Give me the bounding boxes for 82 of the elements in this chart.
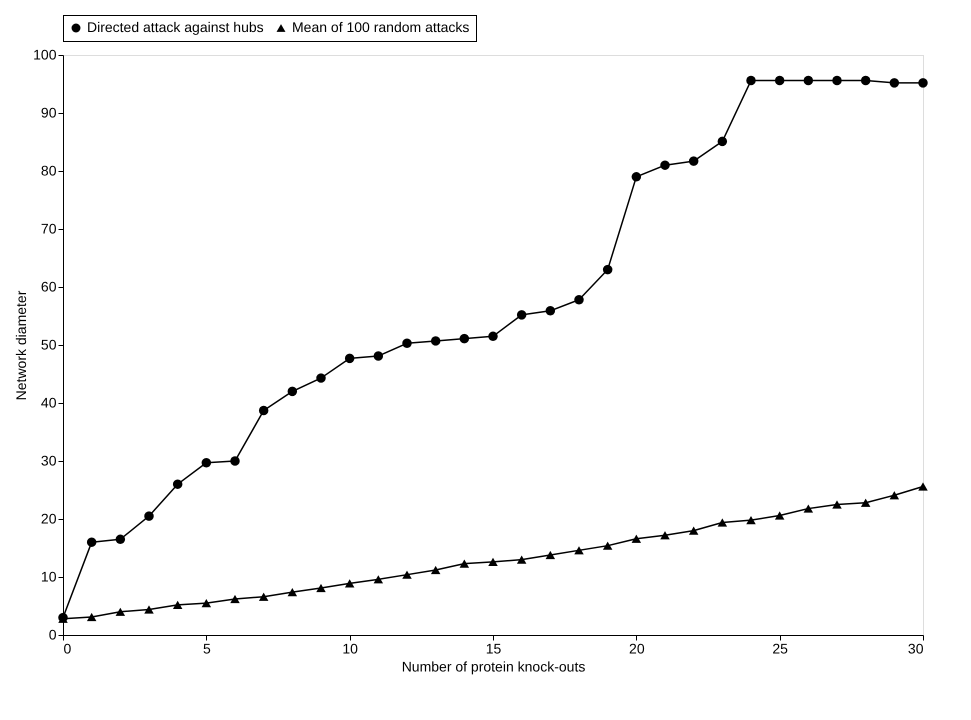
point xyxy=(602,264,612,274)
point xyxy=(374,575,384,584)
point xyxy=(344,354,354,364)
x-tick-label: 10 xyxy=(342,640,358,656)
point xyxy=(860,76,870,86)
point xyxy=(632,534,642,543)
y-tick-label: 40 xyxy=(40,394,57,410)
point xyxy=(374,351,384,361)
point xyxy=(918,78,928,88)
point xyxy=(746,76,756,86)
point xyxy=(402,338,412,348)
point xyxy=(832,500,842,509)
point xyxy=(660,531,670,540)
point xyxy=(402,570,412,579)
y-axis-title: Network diameter xyxy=(13,290,30,400)
point xyxy=(890,78,900,88)
point xyxy=(230,456,240,466)
point xyxy=(116,608,126,616)
point xyxy=(258,406,268,416)
point xyxy=(774,76,784,86)
point xyxy=(86,537,96,547)
point xyxy=(316,373,326,383)
point xyxy=(832,76,842,86)
y-tick-label: 30 xyxy=(40,452,57,468)
point xyxy=(632,172,642,182)
point xyxy=(430,336,440,346)
point xyxy=(546,306,556,316)
legend-label: Mean of 100 random attacks xyxy=(292,19,470,35)
point xyxy=(574,546,584,554)
point xyxy=(344,579,354,588)
x-tick-label: 15 xyxy=(486,640,502,656)
y-tick-label: 50 xyxy=(40,336,57,352)
y-tick-label: 20 xyxy=(40,510,57,526)
point xyxy=(230,594,240,604)
point xyxy=(602,542,612,550)
point xyxy=(202,458,212,468)
x-tick-label: 20 xyxy=(629,640,645,656)
point xyxy=(316,584,326,592)
point xyxy=(144,511,154,521)
legend-label: Directed attack against hubs xyxy=(87,19,264,35)
point xyxy=(202,598,212,608)
point xyxy=(718,518,728,527)
x-tick-label: 30 xyxy=(908,640,924,656)
y-tick-label: 90 xyxy=(40,104,57,120)
point xyxy=(546,550,556,560)
point xyxy=(288,386,298,396)
point xyxy=(172,600,182,609)
point xyxy=(516,555,526,564)
point xyxy=(172,479,182,489)
point xyxy=(430,566,440,574)
y-tick-label: 60 xyxy=(40,278,57,294)
point xyxy=(288,588,298,596)
y-tick-label: 100 xyxy=(33,46,57,62)
point xyxy=(258,592,268,601)
point xyxy=(746,516,756,524)
point xyxy=(460,334,470,344)
point xyxy=(890,491,900,500)
point xyxy=(918,482,928,491)
point xyxy=(718,136,728,146)
x-axis-title: Number of protein knock-outs xyxy=(402,658,586,674)
point xyxy=(688,156,698,166)
y-tick-label: 80 xyxy=(40,162,57,178)
point xyxy=(860,498,870,507)
point xyxy=(688,526,698,535)
point xyxy=(660,160,670,170)
y-tick-label: 70 xyxy=(40,220,57,236)
point xyxy=(804,504,814,513)
point xyxy=(144,605,154,614)
point xyxy=(488,332,498,342)
y-tick-label: 10 xyxy=(40,568,57,584)
point xyxy=(574,295,584,304)
point xyxy=(116,534,126,544)
x-tick-label: 5 xyxy=(202,640,211,656)
point xyxy=(460,560,470,568)
y-tick-label: 0 xyxy=(48,626,57,642)
point xyxy=(86,612,96,622)
point xyxy=(516,310,526,320)
x-tick-label: 0 xyxy=(64,640,72,656)
point xyxy=(774,511,784,520)
x-tick-label: 25 xyxy=(772,640,788,656)
point xyxy=(488,558,498,566)
point xyxy=(804,76,814,86)
